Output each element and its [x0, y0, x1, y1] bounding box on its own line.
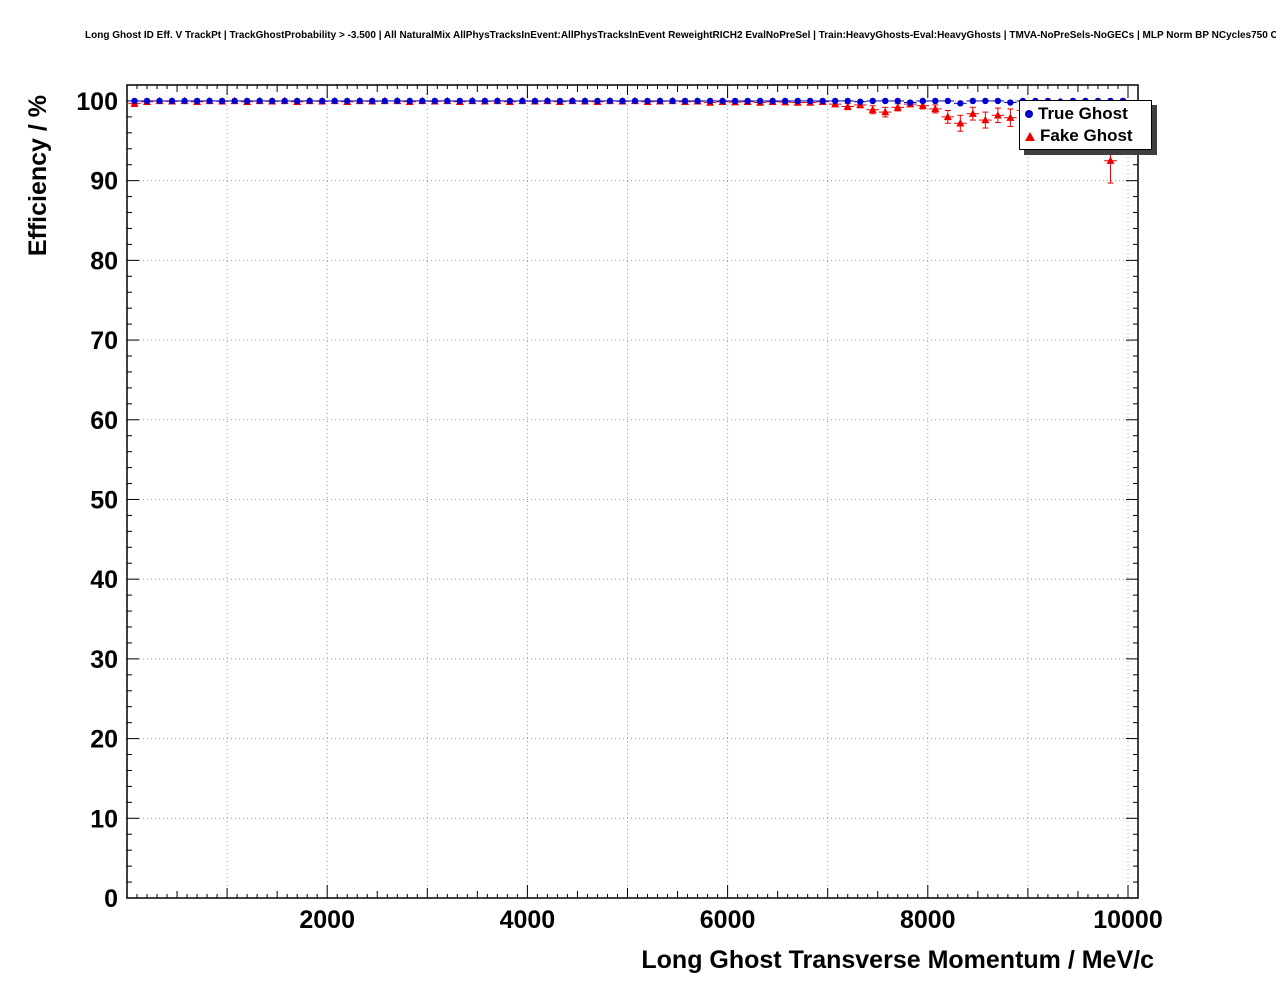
legend-item-fake-ghost: Fake Ghost [1020, 125, 1151, 147]
svg-text:6000: 6000 [700, 906, 756, 934]
x-tick-labels: 2000 4000 6000 8000 10000 [299, 906, 1162, 934]
axis-ticks [126, 85, 1138, 899]
svg-text:20: 20 [90, 726, 118, 754]
plot-title: Long Ghost ID Eff. V TrackPt | TrackGhos… [85, 30, 1276, 41]
legend-label-fake-ghost: Fake Ghost [1040, 126, 1133, 145]
legend-label-true-ghost: True Ghost [1038, 104, 1128, 123]
plot-frame [126, 84, 1139, 899]
x-axis-title: Long Ghost Transverse Momentum / MeV/c [641, 946, 1154, 974]
svg-text:30: 30 [90, 646, 118, 674]
svg-text:4000: 4000 [500, 906, 556, 934]
svg-text:0: 0 [104, 885, 118, 913]
svg-text:100: 100 [76, 88, 118, 116]
svg-text:10000: 10000 [1093, 906, 1163, 934]
svg-text:70: 70 [90, 327, 118, 355]
svg-text:40: 40 [90, 566, 118, 594]
svg-text:90: 90 [90, 168, 118, 196]
svg-text:8000: 8000 [900, 906, 956, 934]
series-true-ghost [128, 97, 1130, 107]
svg-text:50: 50 [90, 486, 118, 514]
grid [127, 85, 1138, 898]
svg-text:60: 60 [90, 407, 118, 435]
series-fake-ghost [128, 96, 1130, 184]
legend: True Ghost Fake Ghost [1019, 100, 1152, 150]
fake-ghost-marker-icon [1025, 131, 1035, 141]
y-tick-labels: 0 10 20 30 40 50 60 70 80 90 100 [76, 88, 118, 913]
svg-text:80: 80 [90, 247, 118, 275]
svg-text:2000: 2000 [299, 906, 355, 934]
svg-text:10: 10 [90, 805, 118, 833]
true-ghost-marker-icon [1025, 110, 1033, 118]
legend-item-true-ghost: True Ghost [1020, 103, 1151, 125]
